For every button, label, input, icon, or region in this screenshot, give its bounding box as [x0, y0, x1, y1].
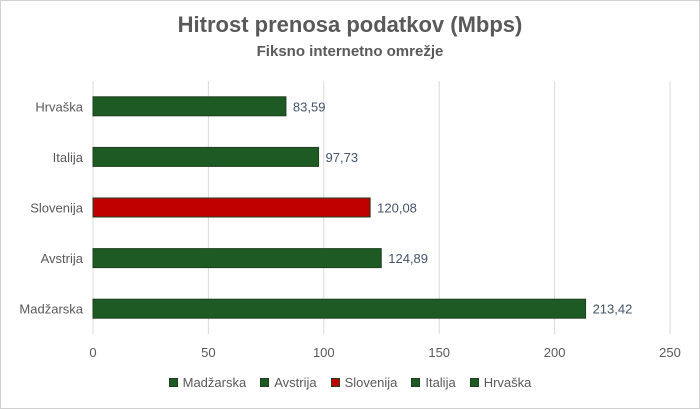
legend-label-2: Avstrija: [274, 375, 317, 390]
legend-item-5: Hrvaška: [469, 375, 532, 390]
data-label-4: 124,89: [388, 251, 428, 266]
data-label-1: 83,59: [293, 99, 326, 114]
legend-item-3: Slovenija: [330, 375, 398, 390]
data-label-2: 97,73: [326, 150, 359, 165]
bar-5: [92, 298, 587, 319]
bar-4: [92, 248, 382, 269]
legend-label-3: Slovenija: [344, 375, 398, 390]
x-tick-label-0: 0: [89, 345, 96, 360]
legend-item-1: Madžarska: [168, 375, 247, 390]
data-label-5: 213,42: [593, 302, 633, 317]
x-tick-label-4: 200: [544, 345, 566, 360]
legend-label-4: Italija: [425, 375, 456, 390]
x-tick-label-3: 150: [428, 345, 450, 360]
data-label-3: 120,08: [377, 201, 417, 216]
x-tick-label-2: 100: [313, 345, 335, 360]
x-tick-label-1: 50: [201, 345, 215, 360]
category-label-5: Madžarska: [19, 302, 83, 317]
legend-swatch-5: [469, 378, 479, 387]
legend-swatch-4: [411, 378, 421, 387]
legend-label-1: Madžarska: [182, 375, 247, 390]
bar-1: [92, 96, 287, 117]
chart-subtitle: Fiksno internetno omrežje: [256, 43, 444, 60]
legend-swatch-2: [260, 378, 270, 387]
legend-swatch-1: [168, 378, 178, 387]
x-tick-label-5: 250: [659, 345, 681, 360]
category-label-3: Slovenija: [30, 201, 84, 216]
category-label-2: Italija: [53, 150, 84, 165]
bar-2: [92, 146, 320, 167]
legend-item-2: Avstrija: [260, 375, 317, 390]
chart-legend: Madžarska Avstrija Slovenija Italija Hrvaška: [1, 375, 699, 390]
legend-label-5: Hrvaška: [483, 375, 532, 390]
legend-item-4: Italija: [411, 375, 456, 390]
category-label-4: Avstrija: [41, 251, 84, 266]
bar-3: [92, 197, 371, 218]
category-label-1: Hrvaška: [35, 99, 83, 114]
chart-title: Hitrost prenosa podatkov (Mbps): [177, 12, 523, 37]
legend-swatch-3: [330, 378, 340, 387]
